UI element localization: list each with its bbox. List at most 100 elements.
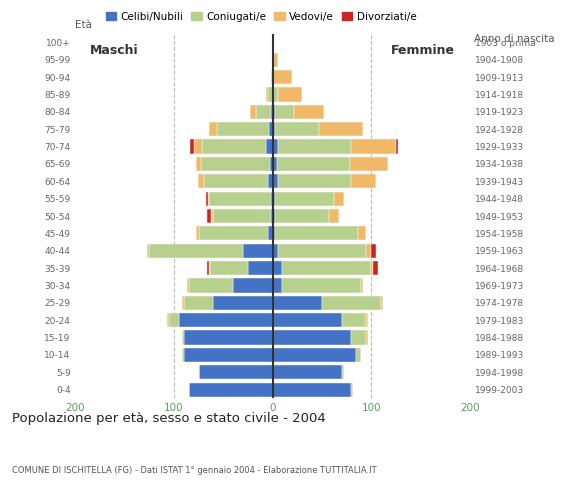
Bar [266,87,268,102]
Bar [208,192,209,206]
Bar [187,278,189,293]
Bar [184,330,273,345]
Bar [270,157,273,171]
Text: Età: Età [75,20,92,30]
Bar [319,122,363,136]
Bar [273,330,351,345]
Bar [269,122,273,136]
Bar [361,278,363,293]
Bar [206,209,212,223]
Bar [278,244,367,258]
Bar [351,330,367,345]
Bar [198,365,273,380]
Bar [278,139,351,154]
Bar [274,192,333,206]
Bar [212,209,213,223]
Bar [195,226,198,240]
Bar [194,139,202,154]
Bar [282,261,371,275]
Bar [367,313,368,327]
Bar [273,278,282,293]
Bar [248,261,273,275]
Bar [329,209,339,223]
Bar [367,330,368,345]
Bar [273,157,277,171]
Bar [342,365,343,380]
Bar [201,157,270,171]
Bar [190,139,194,154]
Bar [273,209,274,223]
Bar [213,209,271,223]
Bar [396,139,398,154]
Bar [342,313,367,327]
Bar [206,261,209,275]
Bar [233,278,273,293]
Bar [277,157,350,171]
Bar [189,278,233,293]
Text: Popolazione per età, sesso e stato civile - 2004: Popolazione per età, sesso e stato civil… [12,412,325,425]
Bar [184,348,273,362]
Bar [218,122,269,136]
Bar [371,244,376,258]
Bar [250,105,256,119]
Bar [209,261,211,275]
Bar [351,383,353,397]
Bar [294,105,324,119]
Bar [358,226,367,240]
Bar [273,313,342,327]
Bar [195,157,201,171]
Bar [167,313,169,327]
Bar [282,278,361,293]
Bar [350,157,388,171]
Text: COMUNE DI ISCHITELLA (FG) - Dati ISTAT 1° gennaio 2004 - Elaborazione TUTTITALIA: COMUNE DI ISCHITELLA (FG) - Dati ISTAT 1… [12,466,376,475]
Bar [274,122,319,136]
Bar [205,192,208,206]
Text: Anno di nascita: Anno di nascita [474,34,554,44]
Bar [211,261,248,275]
Bar [367,244,371,258]
Bar [278,87,302,102]
Text: Femmine: Femmine [391,45,455,58]
Bar [273,296,322,310]
Bar [204,174,268,188]
Bar [256,105,271,119]
Bar [274,226,358,240]
Bar [182,348,184,362]
Text: Maschi: Maschi [90,45,139,58]
Bar [373,261,378,275]
Legend: Celibi/Nubili, Coniugati/e, Vedovi/e, Divorziati/e: Celibi/Nubili, Coniugati/e, Vedovi/e, Di… [104,10,418,24]
Bar [271,209,273,223]
Bar [266,139,273,154]
Bar [273,192,274,206]
Bar [271,192,273,206]
Bar [274,105,294,119]
Bar [268,226,273,240]
Bar [334,192,343,206]
Bar [271,105,273,119]
Bar [209,192,271,206]
Bar [179,313,273,327]
Bar [273,105,274,119]
Bar [273,365,342,380]
Bar [184,296,213,310]
Bar [268,174,273,188]
Bar [198,226,268,240]
Bar [273,174,278,188]
Bar [371,261,373,275]
Bar [169,313,179,327]
Bar [273,87,278,102]
Bar [274,209,329,223]
Bar [209,122,218,136]
Bar [273,348,356,362]
Bar [278,174,351,188]
Bar [268,87,273,102]
Bar [213,296,273,310]
Bar [273,122,274,136]
Bar [150,244,243,258]
Bar [351,139,396,154]
Bar [322,296,381,310]
Bar [273,244,278,258]
Bar [273,261,282,275]
Bar [147,244,150,258]
Bar [356,348,361,362]
